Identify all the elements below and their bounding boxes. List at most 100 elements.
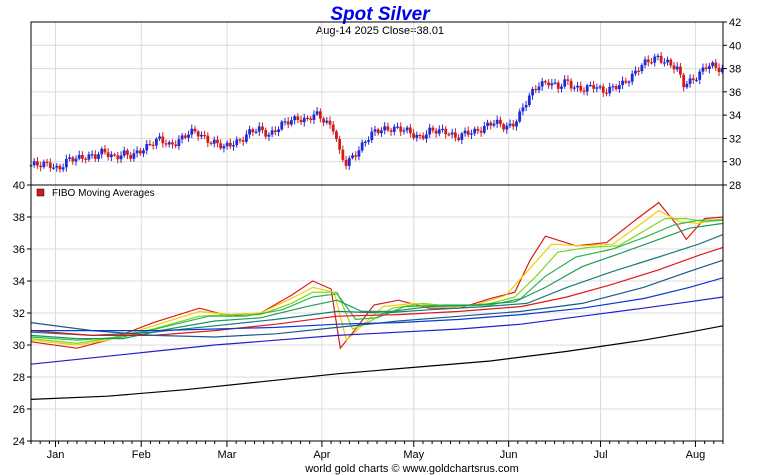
candle-body <box>64 158 68 168</box>
price-panel-frame <box>30 21 724 186</box>
candle-body <box>646 59 650 63</box>
candle-body <box>322 118 325 123</box>
candle-body <box>553 82 557 84</box>
candle-body <box>81 154 84 159</box>
ma-tick-label: 24 <box>13 436 25 448</box>
candle-body <box>524 105 528 108</box>
candle-body <box>290 120 293 125</box>
candle-body <box>527 95 531 106</box>
candle-body <box>261 126 264 131</box>
price-tick-label: 32 <box>729 133 741 145</box>
candle-body <box>396 126 399 128</box>
candle-body <box>344 159 348 166</box>
month-label: Jul <box>593 449 607 461</box>
candle-body <box>109 154 113 158</box>
candle-body <box>653 56 657 63</box>
candle-body <box>270 130 274 135</box>
candle-body <box>145 143 149 151</box>
candle-body <box>357 150 361 157</box>
price-tick-label: 28 <box>729 180 741 192</box>
candle-body <box>212 139 216 144</box>
candle-body <box>122 150 126 156</box>
ma-tick-label: 28 <box>13 372 25 384</box>
moving-average-lines <box>30 201 724 400</box>
candle-body <box>425 134 428 139</box>
candle-body <box>605 92 608 94</box>
candle-body <box>367 140 370 142</box>
candle-body <box>119 155 123 160</box>
candle-body <box>473 128 477 134</box>
candle-body <box>669 59 673 66</box>
candle-body <box>277 129 280 133</box>
candle-body <box>447 134 451 136</box>
candle-body <box>225 142 229 147</box>
candle-body <box>370 131 374 141</box>
candle-body <box>296 116 300 120</box>
candle-body <box>569 80 573 89</box>
candle-body <box>560 86 563 89</box>
candle-body <box>171 142 174 145</box>
candle-body <box>312 114 316 120</box>
month-label: Jun <box>500 449 518 461</box>
candle-body <box>299 119 303 123</box>
candle-body <box>707 65 711 69</box>
candle-body <box>659 55 663 63</box>
candle-body <box>611 86 615 88</box>
month-label: Aug <box>686 449 706 461</box>
candle-body <box>544 81 547 83</box>
candle-body <box>190 128 194 135</box>
candle-body <box>138 150 142 154</box>
candle-body <box>283 121 287 123</box>
candle-body <box>601 86 605 93</box>
ma-line-6 <box>30 234 724 337</box>
candle-body <box>614 86 618 90</box>
price-tick-label: 42 <box>729 17 741 29</box>
candle-body <box>666 59 669 63</box>
ma-tick-label: 36 <box>13 244 25 256</box>
candle-body <box>508 123 512 126</box>
candle-body <box>405 127 409 131</box>
candle-body <box>209 142 213 145</box>
candle-body <box>36 161 39 166</box>
candle-body <box>103 148 107 153</box>
candle-body <box>518 111 522 122</box>
candle-body <box>389 130 393 132</box>
candle-body <box>216 139 219 144</box>
candle-body <box>486 122 489 126</box>
candle-body <box>415 134 419 138</box>
price-candles <box>29 51 724 173</box>
candle-body <box>354 155 358 157</box>
candle-body <box>148 143 152 146</box>
price-panel-grid <box>31 22 723 185</box>
candle-body <box>248 129 252 135</box>
candle-body <box>392 126 396 132</box>
candle-body <box>617 85 621 90</box>
candle-body <box>466 130 470 135</box>
candle-body <box>428 127 432 135</box>
candle-body <box>68 157 71 159</box>
candle-body <box>61 167 65 170</box>
candle-body <box>492 123 496 126</box>
candle-body <box>531 88 534 96</box>
candle-body <box>267 134 271 137</box>
price-tick-label: 34 <box>729 110 741 122</box>
candle-body <box>193 128 197 132</box>
candle-body <box>495 119 499 124</box>
candle-body <box>598 86 602 88</box>
price-axis-ticks: 28 30 32 34 36 38 40 42 <box>723 17 741 192</box>
candle-body <box>97 154 100 159</box>
ma-tick-label: 32 <box>13 308 25 320</box>
candle-body <box>695 79 698 82</box>
month-axis: Jan Feb Mar Apr May Jun Jul Aug <box>30 441 724 461</box>
candle-body <box>608 86 612 94</box>
candle-body <box>74 158 78 162</box>
candle-body <box>306 117 309 119</box>
candle-body <box>437 129 441 134</box>
candle-body <box>688 78 692 84</box>
ma-tick-label: 26 <box>13 404 25 416</box>
candle-body <box>380 130 383 134</box>
candle-body <box>679 66 682 75</box>
candle-body <box>135 150 139 154</box>
candle-body <box>434 130 438 134</box>
